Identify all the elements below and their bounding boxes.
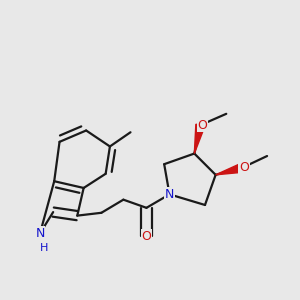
Polygon shape (194, 124, 205, 154)
Text: N: N (35, 227, 45, 240)
Text: O: O (197, 119, 207, 132)
Polygon shape (216, 163, 243, 175)
Text: O: O (239, 161, 249, 174)
Text: O: O (142, 230, 152, 243)
Text: N: N (165, 188, 174, 201)
Text: H: H (39, 243, 48, 253)
